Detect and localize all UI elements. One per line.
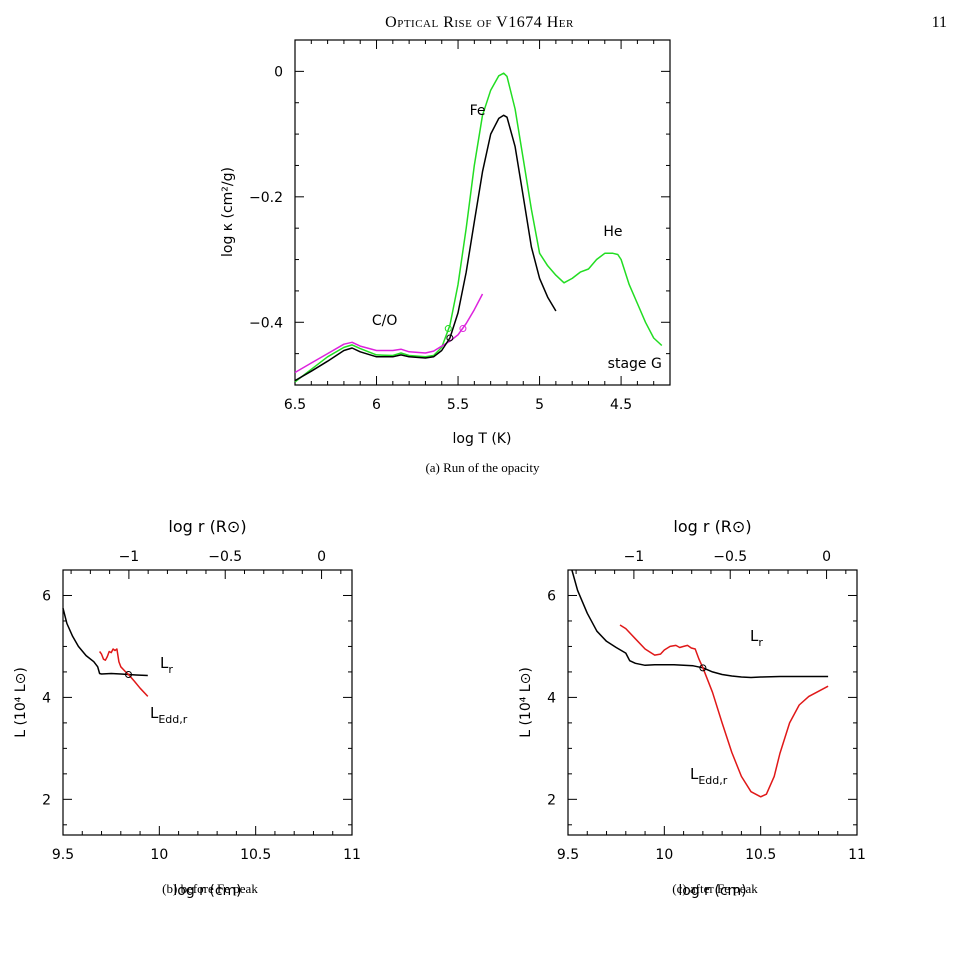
x-axis-label: log T (K) xyxy=(453,431,512,447)
plot-frame-c xyxy=(567,569,858,836)
top-tick-label: −1 xyxy=(624,549,645,565)
y-axis-label: L (10⁴ L⊙) xyxy=(13,667,29,738)
marker-magenta xyxy=(459,325,467,333)
luminosity-curve-leddr xyxy=(619,624,829,798)
label-fe: Fe xyxy=(470,103,486,119)
plot-frame-a xyxy=(294,39,671,386)
x-tick-label: 11 xyxy=(848,847,866,863)
y-axis-label: L (10⁴ L⊙) xyxy=(518,667,534,738)
opacity-curve-green xyxy=(294,72,663,383)
crossing-marker xyxy=(125,670,133,678)
label-stage-g: stage G xyxy=(608,356,662,372)
x-tick-label: 10 xyxy=(655,847,673,863)
label-he: He xyxy=(603,224,622,240)
x-axis-label: log r (cm) xyxy=(173,883,241,899)
x-tick-label: 6 xyxy=(372,397,381,413)
plot-frame-b xyxy=(62,569,353,836)
label-lr: Lr xyxy=(750,627,763,649)
top-axis-label: log r (R⊙) xyxy=(168,517,246,536)
y-tick-label: 4 xyxy=(42,690,51,706)
y-tick-label: 2 xyxy=(42,792,51,808)
label-ledd: LEdd,r xyxy=(690,765,728,787)
page-number: 11 xyxy=(931,14,947,31)
x-tick-label: 11 xyxy=(343,847,361,863)
x-tick-label: 4.5 xyxy=(610,397,632,413)
caption-a: (a) Run of the opacity xyxy=(425,460,540,475)
x-axis-label: log r (cm) xyxy=(678,883,746,899)
y-tick-label: −0.4 xyxy=(249,315,283,331)
x-tick-label: 10 xyxy=(150,847,168,863)
x-tick-label: 5 xyxy=(535,397,544,413)
marker-green xyxy=(444,325,452,333)
label-ledd: LEdd,r xyxy=(150,704,188,726)
y-tick-label: 2 xyxy=(547,792,556,808)
caption-b: (b) before Fe peak xyxy=(162,881,258,896)
marker-model xyxy=(446,334,454,342)
y-axis-label: log κ (cm²/g) xyxy=(220,167,236,257)
top-tick-label: 0 xyxy=(822,549,831,565)
luminosity-curve-leddr xyxy=(98,648,149,697)
y-tick-label: 0 xyxy=(274,64,283,80)
y-tick-label: −0.2 xyxy=(249,190,283,206)
running-title: Optical Rise of V1674 Her xyxy=(385,14,574,31)
top-axis-label: log r (R⊙) xyxy=(673,517,751,536)
page-header: Optical Rise of V1674 Her 11 xyxy=(0,0,959,40)
label-lr: Lr xyxy=(160,654,173,676)
caption-c: (c) after Fe peak xyxy=(672,881,758,896)
top-tick-label: −0.5 xyxy=(713,549,747,565)
luminosity-curve-lr xyxy=(62,608,148,677)
x-tick-label: 6.5 xyxy=(284,397,306,413)
y-tick-label: 4 xyxy=(547,690,556,706)
label-co: C/O xyxy=(372,313,398,329)
top-tick-label: 0 xyxy=(317,549,326,565)
luminosity-curve-lr xyxy=(571,569,829,679)
opacity-curve-magenta xyxy=(294,293,484,374)
top-tick-label: −1 xyxy=(119,549,140,565)
x-tick-label: 5.5 xyxy=(447,397,469,413)
top-tick-label: −0.5 xyxy=(208,549,242,565)
y-tick-label: 6 xyxy=(42,588,51,604)
crossing-marker xyxy=(699,664,707,672)
x-tick-label: 9.5 xyxy=(52,847,74,863)
x-tick-label: 10.5 xyxy=(240,847,271,863)
y-tick-label: 6 xyxy=(547,588,556,604)
opacity-curve-model xyxy=(294,114,557,382)
x-tick-label: 9.5 xyxy=(557,847,579,863)
x-tick-label: 10.5 xyxy=(745,847,776,863)
